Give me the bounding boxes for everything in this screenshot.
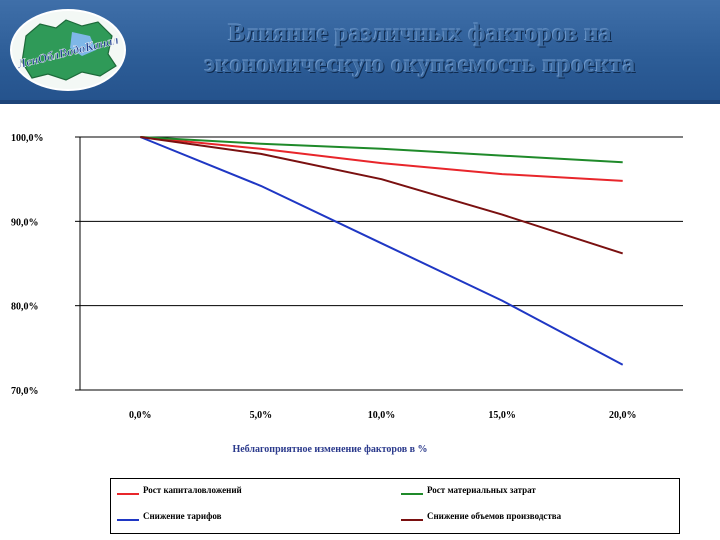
axes (75, 136, 81, 391)
gridlines (80, 136, 683, 391)
logo-water-shape (70, 32, 96, 56)
y-tick-label: 80,0% (11, 302, 39, 313)
x-tick-label: 10,0% (368, 410, 396, 421)
logo-map-shape (21, 19, 117, 81)
line-chart-panel: 70,0% 80,0% 90,0% 100,0% 0,0% 5,0% 10,0% 15,0%… (3, 118, 716, 536)
series-line (140, 136, 623, 182)
y-tick-label: 70,0% (11, 386, 39, 397)
series-lines (139, 136, 624, 366)
x-axis-title: Неблагоприятное изменение факторов в % (232, 444, 427, 455)
legend-swatch (117, 519, 139, 521)
legend-label: Рост материальных затрат (427, 485, 536, 495)
page-title-line-2: экономическую окупаемость проекта (204, 51, 636, 78)
legend-label: Снижение тарифов (143, 511, 222, 521)
series-line (140, 136, 624, 255)
y-tick-label: 100,0% (11, 133, 44, 144)
company-logo: ЛенОблВодоКанал (10, 9, 126, 91)
x-tick-label: 0,0% (129, 410, 152, 421)
x-tick-label: 20,0% (609, 410, 637, 421)
y-tick-labels: 70,0% 80,0% 90,0% 100,0% (11, 133, 44, 397)
legend-swatch (117, 493, 139, 495)
page-title: Влияние различных факторов на экономичес… (150, 18, 690, 80)
x-tick-label: 5,0% (250, 410, 273, 421)
header-divider (0, 100, 720, 104)
series-line (140, 136, 623, 164)
x-tick-label: 15,0% (488, 410, 516, 421)
legend-swatch (401, 493, 423, 495)
series-line (139, 136, 624, 366)
y-tick-label: 90,0% (11, 217, 39, 228)
legend-label: Снижение объемов производства (427, 511, 562, 521)
chart-legend: Рост капиталовложений Рост материальных з… (110, 478, 680, 534)
title-banner: ЛенОблВодоКанал Влияние различных фактор… (0, 0, 720, 104)
legend-label: Рост капиталовложений (143, 485, 242, 495)
legend-swatch (401, 519, 423, 521)
page-title-line-1: Влияние различных факторов на (228, 20, 612, 47)
x-tick-labels: 0,0% 5,0% 10,0% 15,0% 20,0% (129, 410, 636, 421)
line-chart: 70,0% 80,0% 90,0% 100,0% 0,0% 5,0% 10,0% 15,0%… (11, 133, 683, 455)
